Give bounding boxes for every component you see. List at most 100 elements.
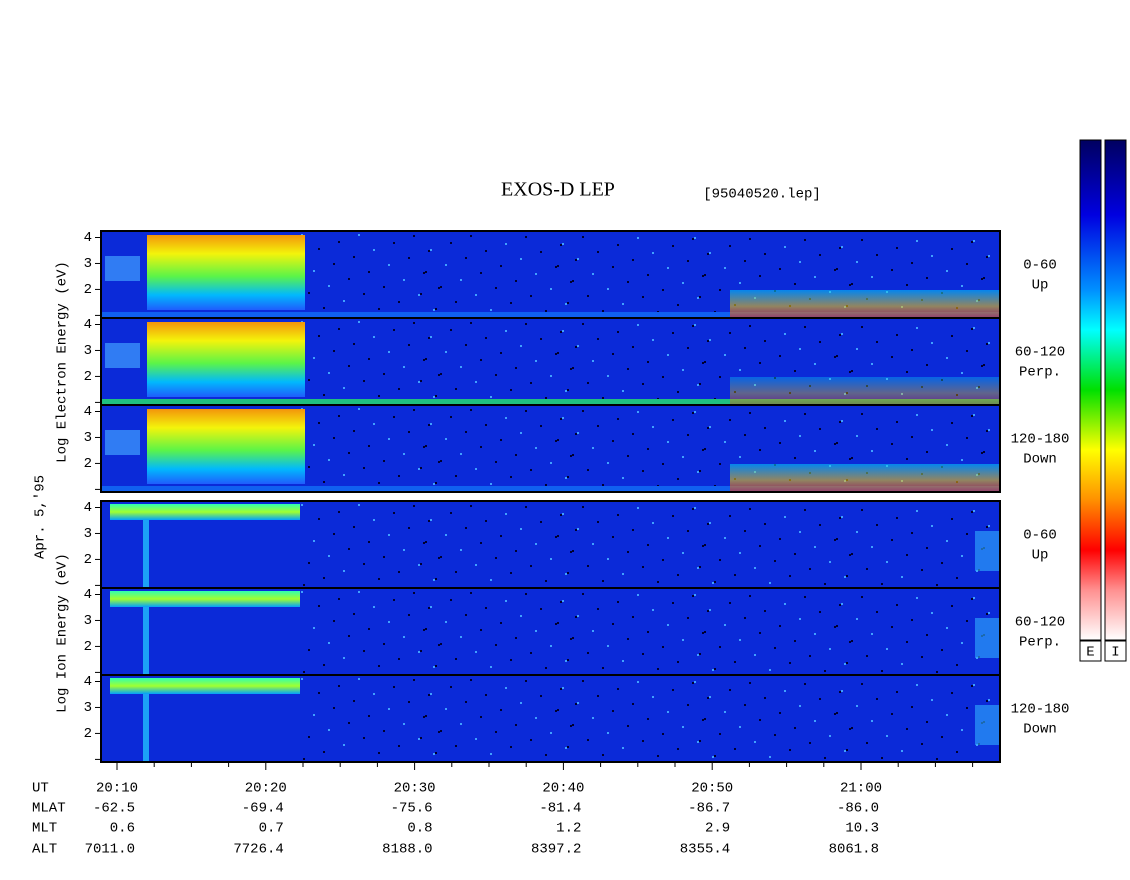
orbit-value: -62.5 xyxy=(93,801,135,817)
speckle xyxy=(328,729,330,731)
speckle xyxy=(490,753,492,755)
speckle xyxy=(333,437,335,439)
speckle xyxy=(398,745,400,747)
y-tick-label: 4 xyxy=(84,404,92,420)
speckle xyxy=(480,716,482,718)
speckle xyxy=(836,268,838,270)
colorbar-e xyxy=(1079,139,1102,641)
speckle xyxy=(440,730,442,732)
speckle xyxy=(876,254,878,256)
speckle xyxy=(582,236,584,238)
speckle xyxy=(861,413,863,415)
speckle xyxy=(425,628,427,630)
flux-region xyxy=(730,290,1000,317)
speckle xyxy=(627,551,629,553)
speckle xyxy=(567,476,569,478)
y-tick-label: 2 xyxy=(84,282,92,298)
speckle xyxy=(627,281,629,283)
speckle xyxy=(565,390,567,392)
speckle xyxy=(657,581,659,583)
speckle xyxy=(505,243,507,245)
speckle xyxy=(565,303,567,305)
speckle xyxy=(353,526,355,528)
speckle xyxy=(729,602,731,604)
speckle xyxy=(856,705,858,707)
speckle xyxy=(931,612,933,614)
speckle xyxy=(719,646,721,648)
speckle xyxy=(510,659,512,661)
speckle xyxy=(323,664,325,666)
time-label: 20:50 xyxy=(691,781,733,797)
speckle xyxy=(846,749,848,751)
speckle xyxy=(420,563,422,565)
speckle xyxy=(699,296,701,298)
speckle xyxy=(348,278,350,280)
speckle xyxy=(846,575,848,577)
speckle xyxy=(986,700,988,702)
speckle xyxy=(510,746,512,748)
speckle xyxy=(505,330,507,332)
speckle xyxy=(408,527,410,529)
speckle xyxy=(550,288,552,290)
pitch-label: 0-60 xyxy=(1023,528,1057,544)
speckle xyxy=(724,624,726,626)
speckle xyxy=(343,570,345,572)
speckle xyxy=(333,707,335,709)
speckle xyxy=(510,476,512,478)
speckle xyxy=(707,610,709,612)
speckle xyxy=(697,384,699,386)
speckle xyxy=(694,594,696,596)
speckle xyxy=(602,484,604,486)
speckle xyxy=(687,347,689,349)
speckle xyxy=(313,444,315,446)
speckle xyxy=(926,634,928,636)
speckle xyxy=(744,434,746,436)
speckle xyxy=(662,289,664,291)
speckle xyxy=(814,276,816,278)
y-tick-label: 4 xyxy=(84,317,92,333)
speckle xyxy=(871,276,873,278)
speckle xyxy=(709,696,711,698)
speckle xyxy=(313,540,315,542)
speckle xyxy=(617,688,619,690)
speckle xyxy=(388,534,390,536)
speckle xyxy=(652,696,654,698)
speckle xyxy=(692,238,694,240)
speckle xyxy=(438,644,440,646)
speckle xyxy=(607,645,609,647)
speckle xyxy=(602,310,604,312)
speckle xyxy=(368,271,370,273)
speckle xyxy=(420,737,422,739)
speckle xyxy=(560,514,562,516)
speckle xyxy=(485,520,487,522)
speckle xyxy=(804,683,806,685)
speckle xyxy=(642,470,644,472)
speckle xyxy=(749,325,751,327)
speckle xyxy=(697,654,699,656)
speckle xyxy=(368,628,370,630)
speckle xyxy=(388,708,390,710)
speckle xyxy=(597,338,599,340)
speckle xyxy=(744,617,746,619)
speckle xyxy=(719,733,721,735)
speckle xyxy=(587,652,589,654)
speckle xyxy=(961,729,963,731)
speckle xyxy=(677,304,679,306)
speckle xyxy=(916,240,918,242)
speckle xyxy=(612,623,614,625)
speckle xyxy=(500,265,502,267)
speckle xyxy=(420,467,422,469)
speckle xyxy=(622,660,624,662)
speckle xyxy=(712,756,714,758)
speckle xyxy=(839,691,841,693)
speckle xyxy=(707,253,709,255)
speckle xyxy=(759,275,761,277)
speckle xyxy=(617,244,619,246)
speckle xyxy=(981,365,983,367)
speckle xyxy=(719,463,721,465)
speckle xyxy=(460,366,462,368)
speckle xyxy=(682,456,684,458)
speckle xyxy=(774,647,776,649)
speckle xyxy=(891,626,893,628)
